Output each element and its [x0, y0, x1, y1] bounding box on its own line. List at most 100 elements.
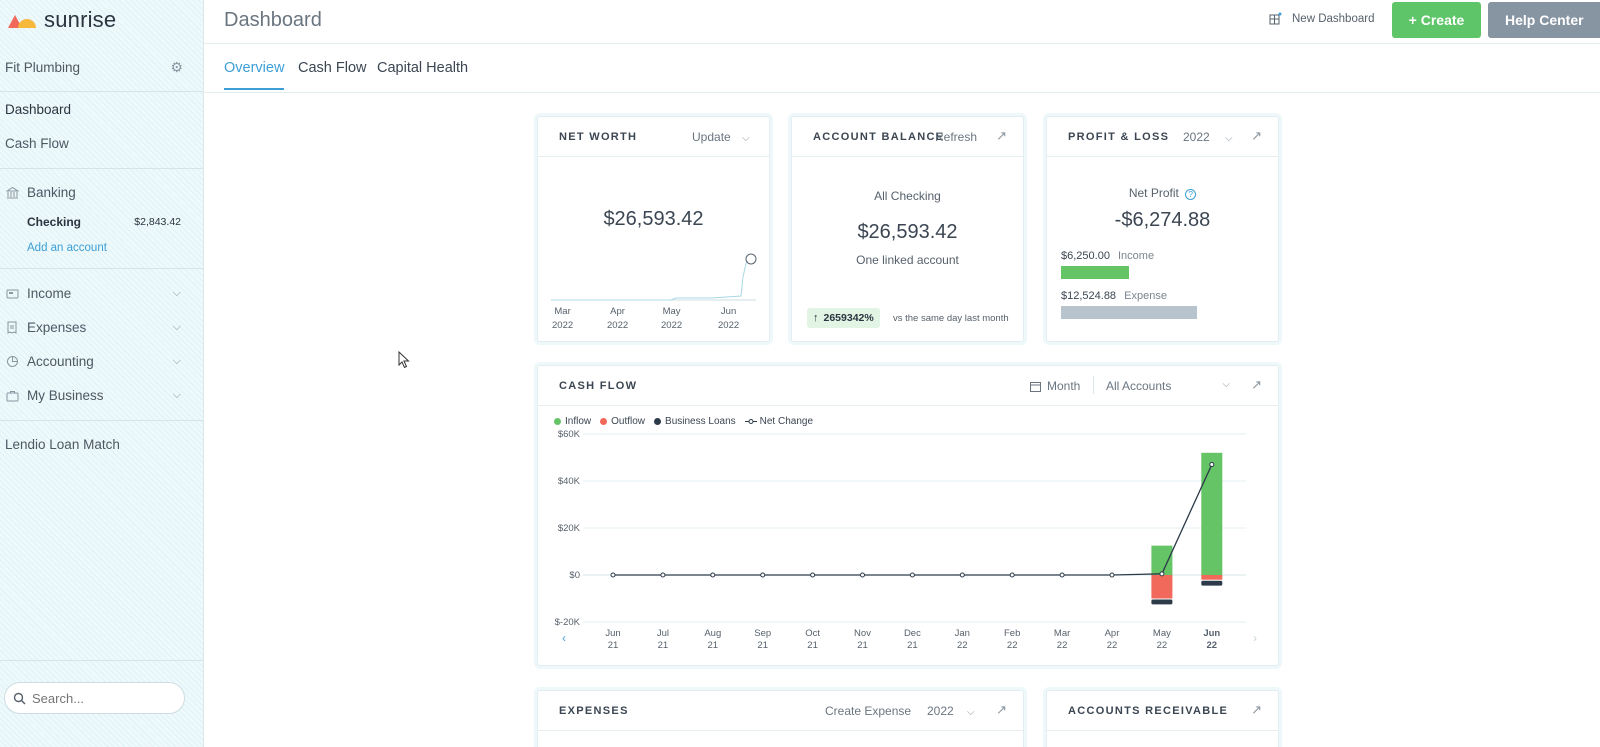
expand-icon[interactable]: ↗	[1251, 377, 1262, 392]
sidebar-item-dashboard[interactable]: Dashboard	[5, 102, 72, 117]
expand-icon[interactable]: ↗	[996, 128, 1007, 143]
axis-month: Apr 2022	[607, 306, 629, 331]
income-label: Income	[1118, 250, 1155, 262]
search-box[interactable]	[4, 682, 185, 714]
calendar-icon	[1030, 381, 1041, 392]
accounts-dropdown[interactable]: All Accounts ⌵	[1106, 379, 1230, 393]
x-tick-label: Dec	[904, 628, 921, 639]
x-tick-label: 22	[957, 640, 968, 651]
y-tick-label: $40K	[558, 476, 581, 487]
balance-change-badge: ↑ 2659342%	[807, 308, 880, 328]
pie-chart-icon	[5, 355, 19, 369]
x-tick-label: Jun	[605, 628, 620, 639]
search-icon	[13, 692, 26, 704]
year-dropdown[interactable]: 2022 ⌵	[1183, 130, 1233, 144]
x-tick-label: Jun	[1203, 628, 1220, 639]
create-button[interactable]: + Create	[1392, 2, 1481, 38]
expand-icon[interactable]: ↗	[996, 702, 1007, 717]
sidebar-item-my-business[interactable]: My Business ⌵	[5, 388, 203, 403]
gear-icon[interactable]: ⚙	[170, 59, 183, 75]
sidebar-item-lendio[interactable]: Lendio Loan Match	[5, 437, 120, 452]
x-tick-label: Sep	[754, 628, 771, 639]
expand-icon[interactable]: ↗	[1251, 702, 1262, 717]
profit-loss-title: PROFIT & LOSS	[1068, 131, 1170, 143]
business-loans-bar	[1201, 580, 1223, 586]
x-tick-label: 21	[857, 640, 868, 651]
period-selector[interactable]: Month	[1030, 379, 1080, 393]
x-tick-label: Mar	[1054, 628, 1070, 639]
x-tick-label: Apr	[1105, 628, 1120, 639]
briefcase-icon	[5, 389, 19, 403]
x-tick-label: Feb	[1004, 628, 1020, 639]
sidebar-account-checking[interactable]: Checking $2,843.42	[27, 215, 181, 229]
checking-balance: $2,843.42	[134, 216, 181, 228]
tab-capital-health[interactable]: Capital Health	[377, 60, 469, 76]
chart-next-button[interactable]: ›	[1253, 631, 1257, 645]
expense-value: $12,524.88	[1061, 290, 1117, 302]
net-worth-value: $26,593.42	[603, 208, 704, 230]
net-worth-update-dropdown[interactable]: Update ⌵	[692, 130, 750, 144]
mouse-cursor-icon	[398, 351, 410, 369]
header: Dashboard New Dashboard + Create Help Ce…	[204, 0, 1600, 44]
x-tick-label: 21	[907, 640, 918, 651]
expenses-card: EXPENSES Create Expense 2022 ⌵ ↗	[537, 690, 1024, 747]
sidebar-item-cash-flow[interactable]: Cash Flow	[5, 136, 69, 151]
net-change-point	[1009, 572, 1015, 578]
info-icon[interactable]: ?	[1185, 189, 1197, 200]
cash-flow-chart: $60K$40K$20K$0$-20KJun21Jul21Aug21Sep21O…	[555, 429, 1246, 651]
expand-icon[interactable]: ↗	[1251, 128, 1262, 143]
net-change-point	[1109, 572, 1115, 578]
dashboard-tabs: Overview Cash Flow Capital Health	[204, 44, 1600, 93]
account-balance-value: $26,593.42	[857, 221, 958, 243]
y-tick-label: $0	[569, 570, 580, 581]
net-profit-label: Net Profit ?	[1047, 186, 1278, 200]
net-worth-sparkline	[551, 253, 757, 301]
net-change-point	[660, 572, 666, 578]
business-switcher[interactable]: Fit Plumbing ⚙	[5, 59, 203, 75]
expenses-year-dropdown[interactable]: 2022 ⌵	[927, 704, 975, 718]
help-center-button[interactable]: Help Center	[1488, 2, 1600, 38]
cash-flow-title: CASH FLOW	[559, 380, 638, 392]
cash-flow-legend: Inflow Outflow Business Loans Net Change	[554, 416, 813, 427]
add-account-link[interactable]: Add an account	[27, 242, 107, 254]
sidebar-item-income[interactable]: Income ⌵	[5, 286, 203, 301]
bank-icon	[5, 186, 19, 200]
income-row: $6,250.00 Income	[1061, 250, 1154, 262]
expense-row: $12,524.88 Expense	[1061, 290, 1167, 302]
x-tick-label: 22	[1207, 640, 1218, 651]
arrow-up-icon: ↑	[813, 312, 819, 324]
tab-cash-flow[interactable]: Cash Flow	[298, 60, 367, 76]
outflow-bar	[1201, 575, 1223, 580]
net-change-point	[760, 572, 766, 578]
app-name: sunrise	[44, 7, 117, 32]
net-change-point	[710, 572, 716, 578]
net-profit-value: -$6,274.88	[1114, 209, 1211, 231]
outflow-bar	[1151, 575, 1173, 599]
sidebar-item-accounting[interactable]: Accounting ⌵	[5, 354, 203, 369]
income-bar	[1061, 266, 1129, 279]
net-change-point	[959, 572, 965, 578]
cash-flow-card: CASH FLOW Month All Accounts ⌵ ↗ Inflow …	[537, 365, 1279, 666]
new-dashboard-button[interactable]: New Dashboard	[1269, 12, 1374, 25]
tab-overview[interactable]: Overview	[224, 60, 285, 90]
expenses-title: EXPENSES	[559, 705, 629, 717]
refresh-button[interactable]: Refresh	[935, 130, 978, 144]
chevron-down-icon: ⌵	[172, 389, 181, 401]
sunrise-logo[interactable]: sunrise	[6, 7, 117, 32]
search-input[interactable]	[32, 690, 172, 706]
chevron-down-icon: ⌵	[967, 707, 975, 718]
x-tick-label: 22	[1057, 640, 1068, 651]
income-value: $6,250.00	[1061, 250, 1110, 262]
business-loans-bar	[1151, 599, 1173, 605]
linked-accounts-label: One linked account	[856, 253, 959, 267]
create-expense-button[interactable]: Create Expense	[825, 704, 912, 718]
net-change-point	[909, 572, 915, 578]
legend-inflow: Inflow	[554, 416, 591, 427]
sidebar-item-expenses[interactable]: Expenses ⌵	[5, 320, 203, 335]
y-tick-label: $60K	[558, 429, 581, 440]
chevron-down-icon: ⌵	[172, 287, 181, 299]
sidebar-item-banking[interactable]: Banking	[5, 185, 203, 200]
x-tick-label: 22	[1107, 640, 1118, 651]
chart-prev-button[interactable]: ‹	[562, 631, 566, 645]
business-name: Fit Plumbing	[5, 60, 81, 75]
